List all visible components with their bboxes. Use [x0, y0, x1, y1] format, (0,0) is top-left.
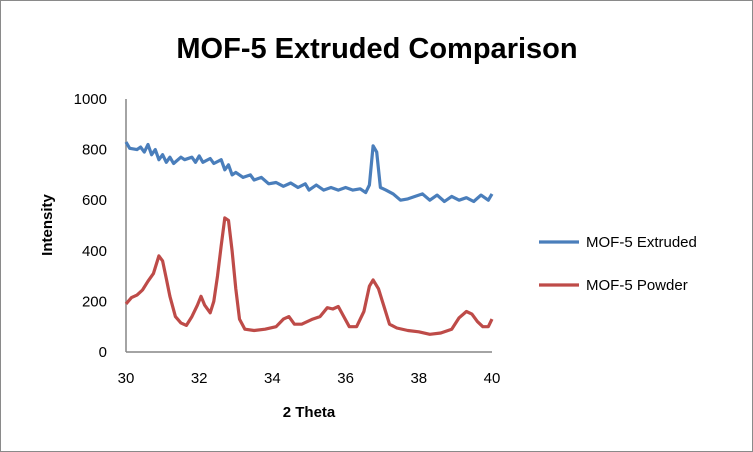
y-tick-label: 600	[82, 192, 107, 209]
chart-title: MOF-5 Extruded Comparison	[176, 33, 577, 65]
y-tick-label: 0	[99, 344, 107, 361]
x-tick-label: 34	[264, 370, 281, 387]
y-tick-label: 800	[82, 142, 107, 159]
y-tick-label: 200	[82, 293, 107, 310]
legend-label: MOF-5 Powder	[586, 277, 688, 294]
x-tick-label: 38	[410, 370, 427, 387]
x-tick-label: 32	[191, 370, 208, 387]
y-tick-label: 1000	[74, 91, 107, 108]
series-line-mof-5-extruded	[124, 141, 494, 204]
y-tick-label: 400	[82, 243, 107, 260]
x-tick-label: 36	[337, 370, 354, 387]
legend-label: MOF-5 Extruded	[586, 234, 697, 251]
y-axis-label: Intensity	[39, 194, 56, 256]
x-axis-label: 2 Theta	[283, 404, 336, 421]
x-tick-label: 30	[118, 370, 135, 387]
x-tick-label: 40	[484, 370, 501, 387]
series-line-mof-5-powder	[124, 216, 494, 336]
